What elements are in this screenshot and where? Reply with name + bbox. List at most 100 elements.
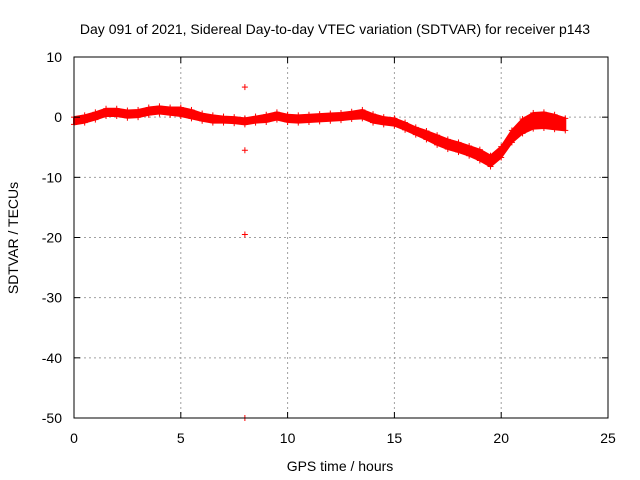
data-point [103, 105, 110, 112]
y-tick-labels: 10 0 -10 -20 -30 -40 -50 [42, 49, 62, 426]
y-tick-label: -40 [42, 350, 62, 366]
y-tick-label: -30 [42, 290, 62, 306]
data-point [434, 132, 441, 139]
data-point [519, 130, 526, 137]
data-point [113, 105, 120, 112]
data-point [231, 120, 238, 127]
y-tick-label: 0 [54, 109, 62, 125]
outlier-point [241, 147, 248, 154]
data-point [167, 111, 174, 118]
data-point [551, 111, 558, 118]
data-point [241, 121, 248, 128]
data-point [316, 111, 323, 118]
data-point [530, 125, 537, 132]
data-point [113, 112, 120, 119]
y-tick-label: -10 [42, 169, 62, 185]
data-point [402, 119, 409, 126]
data-point [305, 118, 312, 125]
data-point [348, 115, 355, 122]
data-point [466, 152, 473, 159]
data-point [305, 111, 312, 118]
y-tick-label: 10 [46, 49, 62, 65]
data-point [338, 117, 344, 124]
data-point [156, 110, 163, 117]
x-tick-label: 20 [493, 430, 509, 446]
data-point [263, 118, 270, 125]
data-point [145, 104, 152, 111]
x-tick-label: 10 [280, 430, 296, 446]
data-point [284, 118, 291, 125]
data-point [348, 108, 355, 115]
x-axis-label: GPS time / hours [287, 458, 394, 474]
data-point [380, 121, 387, 128]
data-point [156, 103, 163, 110]
data-point [391, 122, 398, 129]
data-point [466, 143, 473, 150]
data-point [476, 157, 483, 164]
data-point [273, 109, 280, 116]
data-point [220, 119, 227, 126]
data-point [177, 104, 184, 111]
data-point [199, 110, 206, 117]
data-point [124, 107, 131, 114]
axis-ticks [73, 56, 609, 419]
data-point [188, 115, 195, 122]
data-point [316, 118, 323, 125]
data-point [444, 136, 451, 143]
data-point [423, 128, 430, 135]
data-point [540, 109, 547, 116]
data-point [263, 111, 270, 118]
data-point [370, 119, 377, 126]
data-point [135, 106, 142, 113]
data-point [562, 127, 569, 134]
data-point [231, 114, 238, 121]
data-point [177, 112, 184, 119]
data-point [412, 124, 419, 131]
data-point [498, 143, 505, 150]
data-point [273, 116, 280, 123]
data-point [359, 115, 366, 122]
data-point [508, 127, 515, 134]
data-point [252, 119, 259, 126]
data-point [295, 119, 302, 126]
chart-title: Day 091 of 2021, Sidereal Day-to-day VTE… [80, 21, 590, 37]
data-point [124, 114, 131, 121]
data-point [167, 104, 174, 111]
data-point [199, 117, 206, 124]
data-point [498, 154, 505, 161]
data-point [412, 131, 419, 138]
y-axis-label: SDTVAR / TECUs [5, 182, 21, 294]
data-point [295, 112, 302, 119]
data-point [391, 115, 398, 122]
y-tick-label: -50 [42, 410, 62, 426]
data-point [252, 113, 259, 120]
x-tick-label: 0 [70, 430, 78, 446]
data-point [370, 111, 377, 118]
outlier-point [241, 231, 248, 238]
x-tick-label: 15 [387, 430, 403, 446]
data-point [551, 126, 558, 133]
data-point [530, 109, 537, 116]
data-point [359, 106, 366, 113]
data-point [327, 110, 334, 117]
outlier-point [427, 132, 434, 139]
data-point [81, 112, 88, 119]
data-point [92, 109, 99, 116]
data-point [455, 139, 462, 146]
data-point [487, 152, 494, 159]
data-point [284, 111, 291, 118]
data-point [209, 119, 216, 126]
data-point [487, 163, 494, 170]
x-tick-label: 25 [600, 430, 616, 446]
data-point [508, 139, 515, 146]
data-point [338, 109, 344, 116]
x-tick-labels: 0 5 10 15 20 25 [70, 430, 616, 446]
data-point [188, 106, 195, 113]
data-point [540, 124, 547, 131]
data-point [434, 141, 441, 148]
data-point [241, 115, 248, 122]
outlier-point [241, 84, 248, 91]
data-point [135, 114, 142, 121]
